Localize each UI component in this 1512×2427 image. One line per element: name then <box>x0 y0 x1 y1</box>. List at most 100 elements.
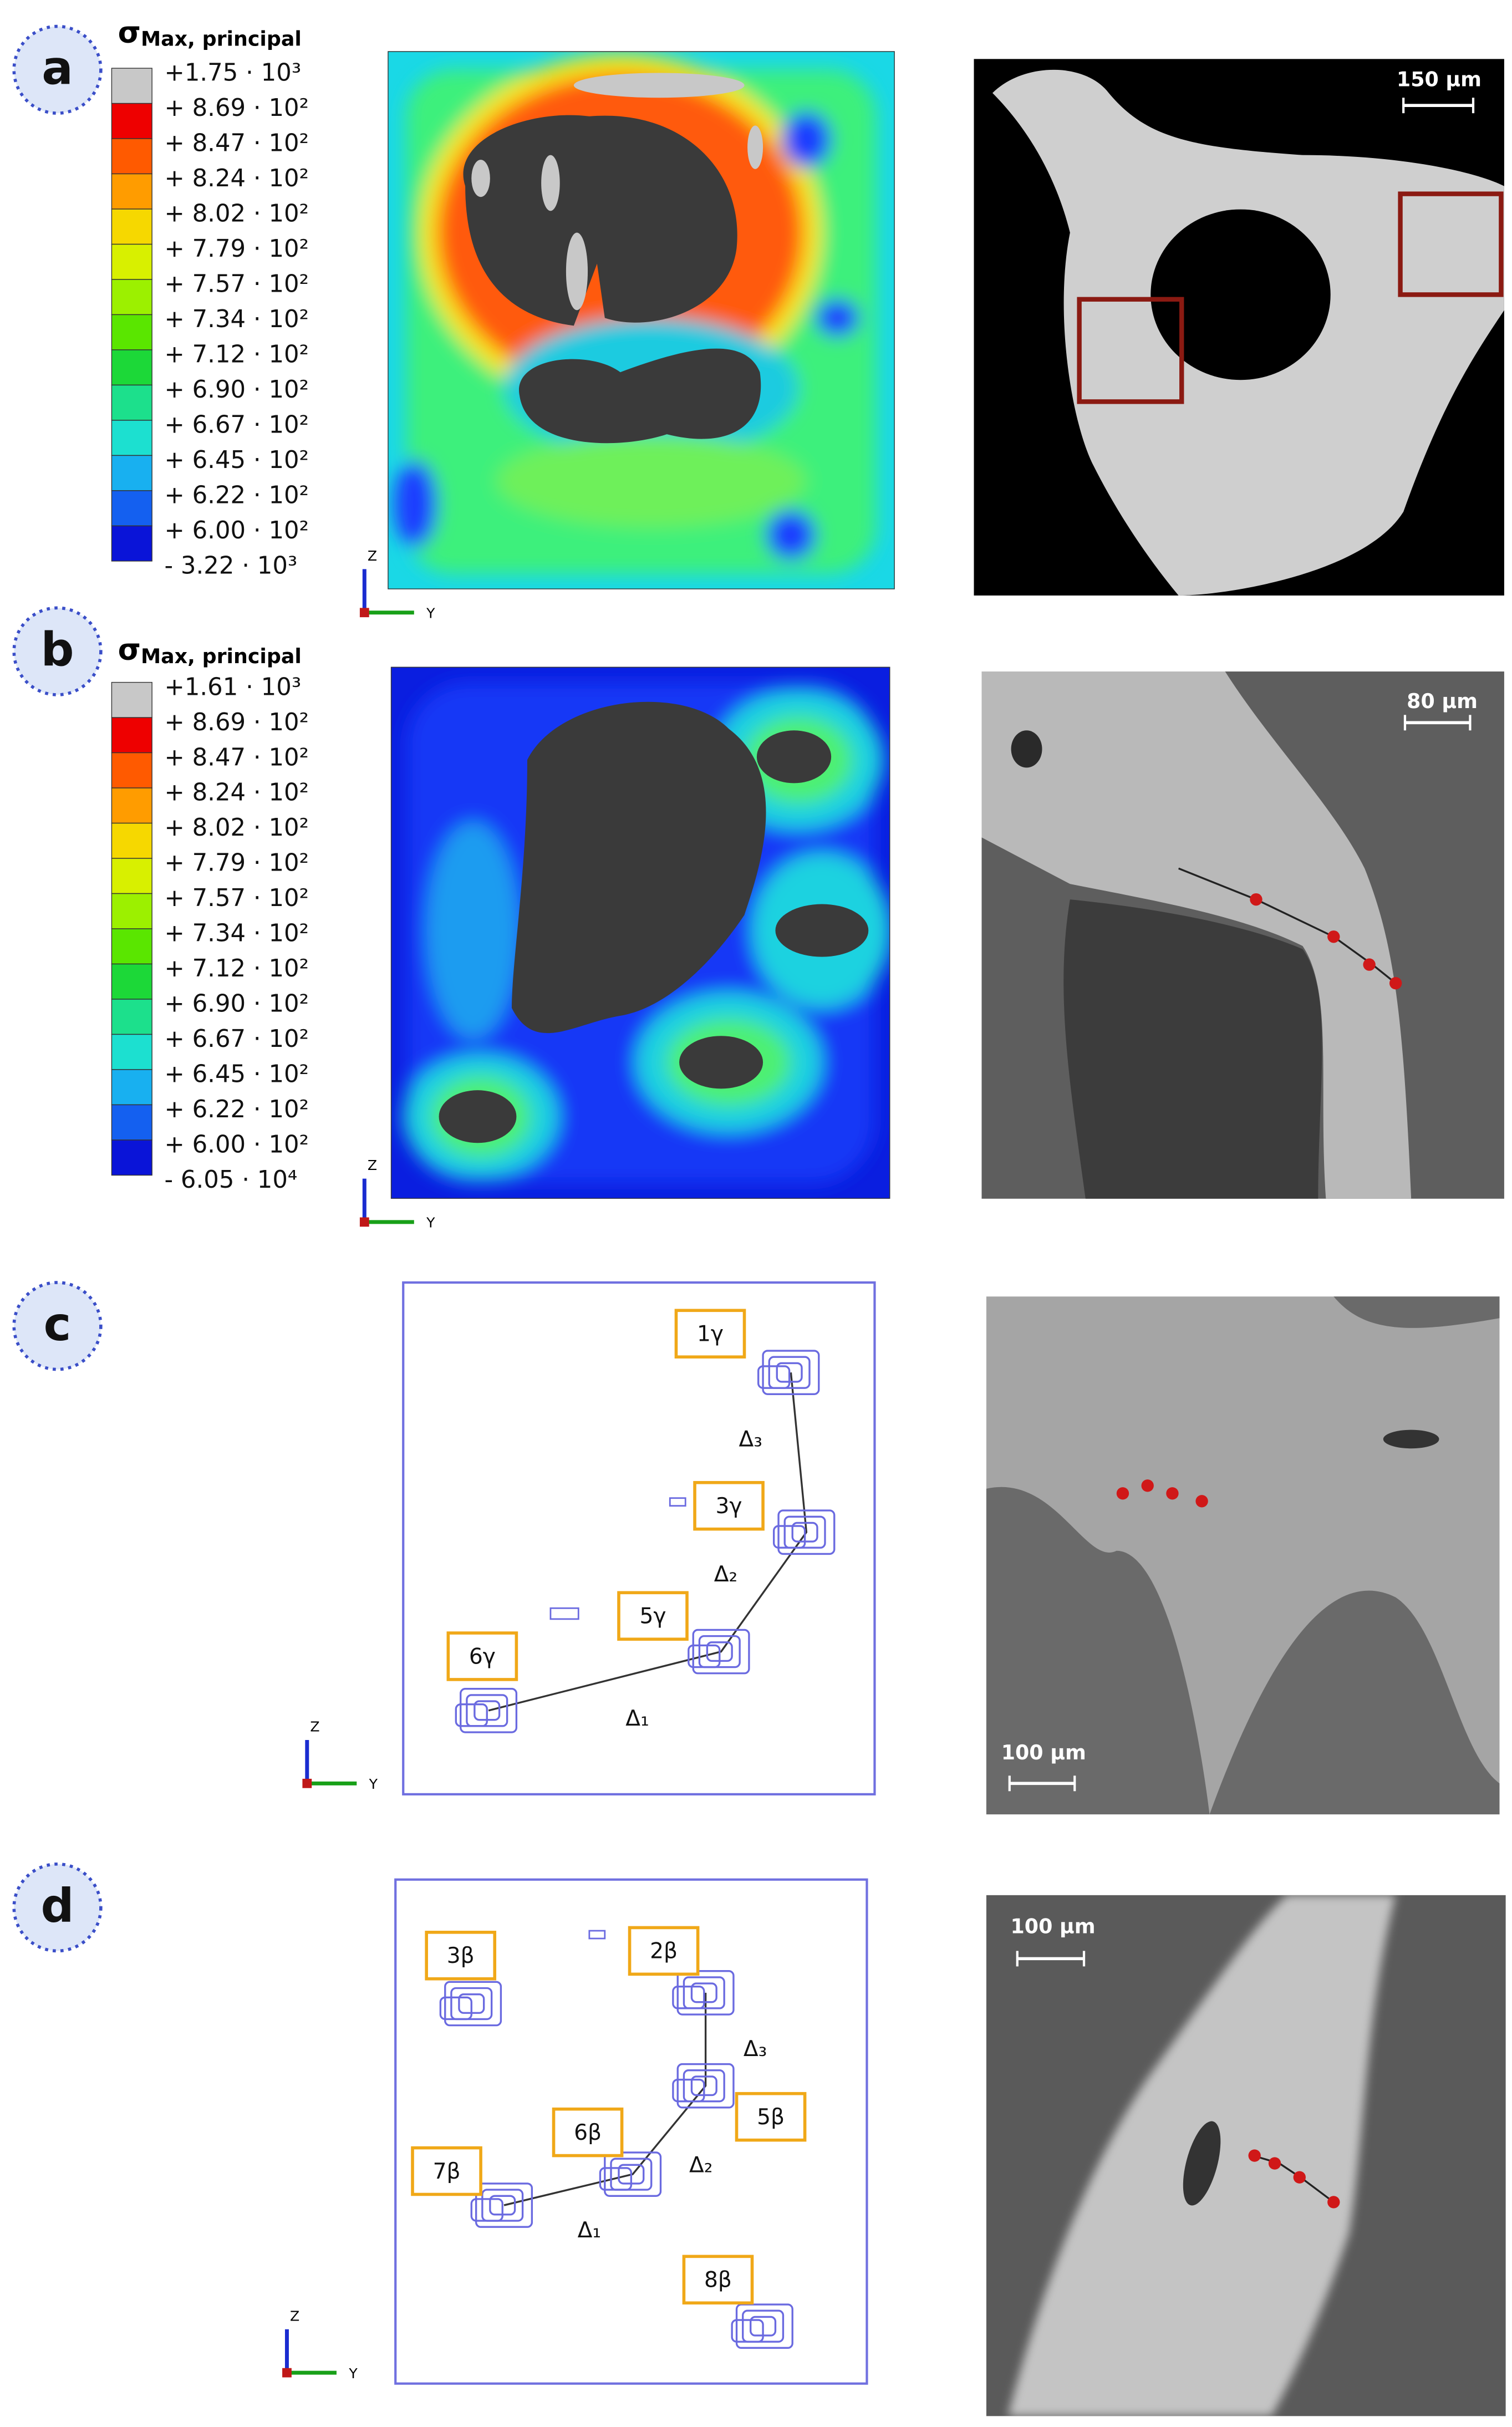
pore-outline <box>676 2063 735 2109</box>
legend-entry: + 6.67 · 10² <box>165 1025 309 1053</box>
node-label: 1γ <box>697 1322 724 1347</box>
node-label: 6γ <box>469 1644 496 1669</box>
color-swatch <box>111 384 152 421</box>
color-swatch <box>111 490 152 527</box>
diagram-frame-c <box>402 1281 876 1796</box>
legend-entry: + 7.79 · 10² <box>165 849 309 877</box>
legend-entry: + 6.45 · 10² <box>165 446 309 474</box>
axis-z-label: Z <box>290 2308 299 2324</box>
panel-badge <box>12 606 103 696</box>
panel-label: c <box>44 1297 72 1351</box>
pore-outline <box>481 2189 524 2222</box>
pore-outline <box>692 1629 750 1675</box>
pore-cluster <box>470 2182 533 2228</box>
color-swatch <box>111 103 152 139</box>
pore-outline <box>470 2198 503 2222</box>
pore-cluster <box>672 2063 735 2109</box>
pore-outline <box>610 2158 653 2191</box>
node-label: 7β <box>433 2159 461 2184</box>
color-swatch <box>111 752 152 788</box>
pore-cluster <box>599 2151 662 2197</box>
contour-map-b <box>390 666 890 1199</box>
color-swatch <box>111 1069 152 1106</box>
delta-label: Δ₃ <box>744 2037 767 2062</box>
node-label: 6β <box>574 2120 602 2145</box>
axis-z-label: Z <box>368 548 377 564</box>
legend-entry: + 8.69 · 10² <box>165 94 309 122</box>
panel-label: a <box>42 41 73 95</box>
color-swatch <box>111 963 152 1000</box>
pore-outline <box>672 1986 705 2009</box>
pore-cluster <box>688 1629 750 1675</box>
pore-cluster <box>731 2303 793 2349</box>
color-swatch <box>111 243 152 280</box>
legend-entry: + 8.69 · 10² <box>165 709 309 736</box>
axis-y-label: Y <box>426 1215 435 1231</box>
axis-origin <box>282 2368 292 2378</box>
pore-outline <box>683 1976 725 2009</box>
color-swatch <box>111 138 152 175</box>
legend-title: σMax, principal <box>118 15 302 51</box>
panel-badge <box>12 1281 103 1371</box>
legend-entry: - 6.05 · 10⁴ <box>165 1166 298 1194</box>
pore-outline <box>731 2319 764 2343</box>
legend-entry: +1.75 · 10³ <box>165 59 302 87</box>
node-label: 3β <box>447 1943 475 1968</box>
node-box <box>628 1926 700 1976</box>
fragment <box>588 1930 606 1940</box>
node-label: 5β <box>757 2105 785 2130</box>
panel-label: b <box>41 622 74 676</box>
pore-outline <box>672 2078 705 2103</box>
color-swatch <box>111 822 152 859</box>
pore-outline <box>676 1970 735 2016</box>
pore-outline <box>783 1515 826 1549</box>
color-swatch <box>111 208 152 245</box>
legend-entry: + 7.12 · 10² <box>165 341 309 369</box>
pore-cluster <box>672 1970 735 2016</box>
legend-subscript: Max, principal <box>141 27 302 51</box>
color-swatch <box>111 525 152 562</box>
panel-label: d <box>41 1879 74 1933</box>
scale-bar-label: 100 μm <box>1011 1914 1096 1938</box>
pore-outline <box>466 1694 508 1727</box>
pore-outline <box>688 1644 721 1668</box>
pore-cluster <box>455 1688 518 1733</box>
legend-symbol: σ <box>118 15 141 49</box>
color-swatch <box>111 455 152 491</box>
legend-entry: +1.61 · 10³ <box>165 673 302 701</box>
micrograph-a <box>974 59 1504 596</box>
axis-origin <box>359 1217 369 1227</box>
color-swatch <box>111 787 152 824</box>
color-swatch <box>111 349 152 386</box>
axis-z-label: Z <box>310 1719 319 1735</box>
panel-badge <box>12 1862 103 1953</box>
legend-entry: + 6.90 · 10² <box>165 990 309 1018</box>
axis-origin <box>302 1778 312 1788</box>
pore-cluster <box>439 1981 502 2027</box>
color-swatch <box>111 893 152 929</box>
axis-z-label: Z <box>368 1157 377 1173</box>
micrograph-d <box>986 1895 1506 2416</box>
pore-outline <box>604 2151 662 2197</box>
pore-outline <box>455 1703 488 1727</box>
color-swatch <box>111 1104 152 1141</box>
node-box <box>411 2146 482 2196</box>
panel-badge <box>12 24 103 115</box>
contour-map-a <box>388 51 895 589</box>
connector-c <box>488 1372 808 1712</box>
micrograph-b <box>981 671 1504 1199</box>
pore-outline <box>450 1987 493 2021</box>
color-swatch <box>111 173 152 210</box>
pore-outline <box>772 1525 806 1549</box>
scale-bar-label: 100 μm <box>1001 1741 1086 1764</box>
pore-outline <box>475 2182 533 2228</box>
legend-entry: + 8.47 · 10² <box>165 130 309 157</box>
legend-entry: + 7.57 · 10² <box>165 884 309 912</box>
axis-y-label: Y <box>348 2365 358 2382</box>
scale-bar-label: 150 μm <box>1397 67 1482 91</box>
pore-outline <box>444 1981 502 2027</box>
node-box <box>674 1309 746 1359</box>
legend-entry: + 6.45 · 10² <box>165 1061 309 1088</box>
delta-label: Δ₂ <box>714 1562 737 1587</box>
